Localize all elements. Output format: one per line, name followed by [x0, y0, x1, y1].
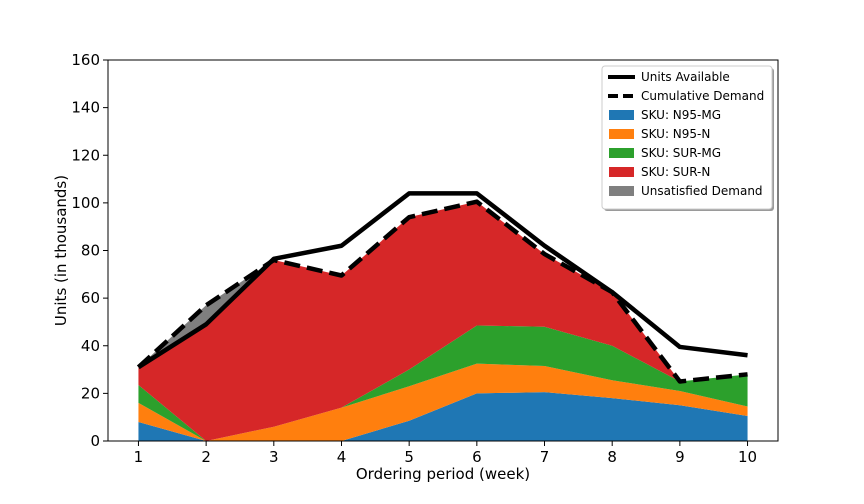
y-tick-label: 60	[81, 289, 100, 307]
legend-label-units-available: Units Available	[641, 70, 730, 84]
y-axis-label: Units (in thousands)	[52, 175, 70, 326]
legend-label-sku-n95-n: SKU: N95-N	[641, 127, 710, 141]
area-sku-n95-n	[138, 363, 748, 441]
y-tick-label: 100	[71, 194, 100, 212]
y-tick-label: 160	[71, 51, 100, 69]
legend-label-sku-sur-n: SKU: SUR-N	[641, 165, 710, 179]
x-tick-label: 10	[738, 448, 757, 466]
x-axis-label: Ordering period (week)	[356, 465, 530, 483]
legend-swatch-sku-n95-n	[609, 129, 634, 139]
x-tick-label: 2	[201, 448, 211, 466]
legend-swatch-unsatisfied-demand	[609, 186, 634, 196]
x-tick-label: 3	[269, 448, 279, 466]
x-tick-label: 9	[675, 448, 685, 466]
x-axis: 1 2 3 4 5 6 7 8 9 10	[134, 441, 757, 466]
y-tick-label: 0	[90, 432, 100, 450]
y-tick-label: 40	[81, 337, 100, 355]
legend-box	[601, 65, 773, 210]
area-sku-sur-n	[138, 201, 748, 441]
legend-swatch-sku-n95-mg	[609, 110, 634, 120]
area-layer	[138, 201, 748, 441]
legend-swatch-sku-sur-mg	[609, 148, 634, 158]
line-layer	[136, 191, 748, 384]
legend-label-cumulative-demand: Cumulative Demand	[641, 89, 764, 103]
legend-swatch-sku-sur-n	[609, 167, 634, 177]
y-tick-label: 80	[81, 242, 100, 260]
x-tick-label: 6	[472, 448, 482, 466]
legend: Units Available Cumulative Demand SKU: N95…	[601, 65, 774, 211]
x-tick-label: 1	[134, 448, 144, 466]
area-sku-n95-mg	[138, 392, 748, 441]
legend-label-sku-sur-mg: SKU: SUR-MG	[641, 146, 721, 160]
x-tick-label: 8	[607, 448, 617, 466]
line-units-available	[137, 191, 748, 370]
x-tick-label: 7	[540, 448, 550, 466]
y-axis: 0 20 40 60 80 100 120 140 160	[71, 51, 108, 450]
x-tick-label: 5	[404, 448, 414, 466]
area-sku-sur-mg	[138, 325, 748, 441]
x-tick-label: 4	[337, 448, 347, 466]
legend-label-sku-n95-mg: SKU: N95-MG	[641, 108, 721, 122]
y-tick-label: 140	[71, 99, 100, 117]
y-tick-label: 120	[71, 146, 100, 164]
legend-label-unsatisfied-demand: Unsatisfied Demand	[641, 184, 763, 198]
y-tick-label: 20	[81, 384, 100, 402]
